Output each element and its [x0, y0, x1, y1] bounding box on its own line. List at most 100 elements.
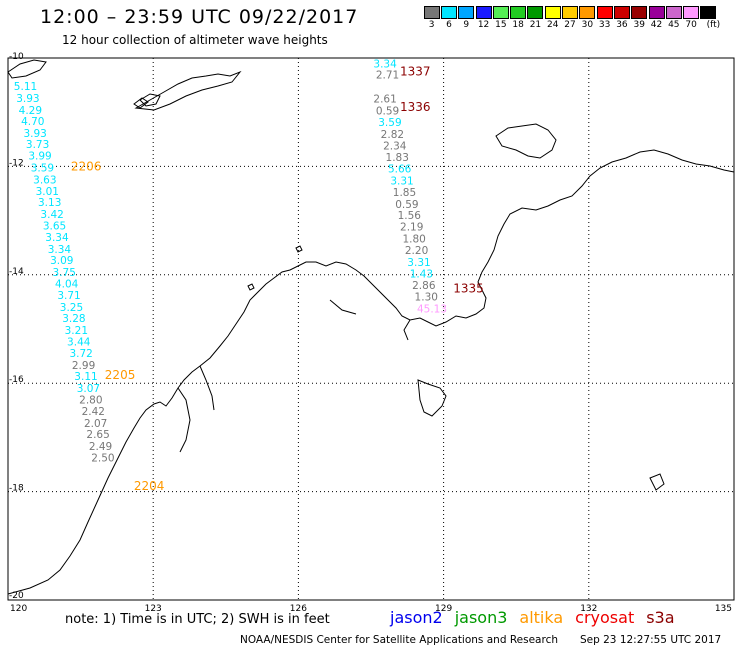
- wave-height-value: 1.30: [415, 291, 438, 303]
- coastline-rote: [7, 59, 47, 79]
- legend-label: 18: [512, 20, 524, 30]
- wave-height-value: 3.13: [38, 197, 61, 209]
- satellite-name: altika: [519, 608, 564, 627]
- lon-tick-label: 132: [580, 604, 597, 614]
- wave-height-value: 4.29: [19, 105, 42, 117]
- legend-swatch: 36: [613, 6, 630, 30]
- map-title: 12:00 – 23:59 UTC 09/22/2017: [40, 6, 359, 28]
- legend-label: 15: [495, 20, 507, 30]
- lat-tick-label: -12: [9, 158, 24, 168]
- coastline-inlet: [177, 299, 411, 453]
- wave-height-value: 1.56: [398, 210, 422, 222]
- legend-swatch: 18: [509, 6, 527, 30]
- graticule: 120 123 126 129 132 135 -10 -12 -14 -16 -18 -20: [8, 52, 734, 614]
- legend-swatch: 42: [648, 6, 665, 30]
- legend-label: 9: [463, 20, 470, 30]
- wave-height-value: 2.42: [82, 406, 105, 418]
- wave-height-value: 5.11: [14, 81, 37, 93]
- lon-tick-label: 135: [715, 604, 732, 614]
- wave-height-value: 3.59: [378, 117, 401, 129]
- overpass-time-label: 2205: [105, 368, 136, 382]
- coastline-groote: [649, 473, 665, 491]
- wave-height-value: 3.44: [67, 336, 91, 348]
- wave-height-value: 3.72: [69, 348, 92, 360]
- wave-height-value: 2.50: [91, 452, 114, 464]
- legend-label: 30: [581, 20, 594, 30]
- map-frame: [7, 57, 735, 601]
- legend-color-box: [596, 6, 613, 19]
- wave-height-value: 3.73: [26, 139, 49, 151]
- legend-color-box: [440, 6, 457, 19]
- legend-swatch: 6: [440, 6, 457, 30]
- footer-note: note: 1) Time is in UTC; 2) SWH is in fe…: [65, 612, 330, 627]
- legend-label: 45: [668, 20, 680, 30]
- wave-height-value: 3.75: [53, 267, 76, 279]
- legend-swatch: 39: [631, 6, 648, 30]
- wave-height-value: 2.34: [383, 140, 407, 152]
- lat-tick-label: -18: [9, 484, 24, 494]
- legend-color-box: [579, 6, 596, 19]
- wave-height-value: 3.28: [62, 313, 85, 325]
- legend-label: 42: [650, 20, 663, 30]
- overpass-time-label: 1336: [400, 100, 431, 114]
- wave-height-value: 2.19: [400, 222, 423, 234]
- wave-height-value: 3.65: [43, 220, 66, 232]
- wave-height-value: 3.71: [57, 290, 80, 302]
- legend-label: 39: [633, 20, 645, 30]
- wave-height-value: 45.13: [417, 303, 447, 315]
- legend-label: 36: [616, 20, 628, 30]
- wave-height-value: 2.20: [405, 245, 428, 257]
- lat-tick-label: -14: [9, 267, 24, 277]
- time-label-group: 2206 2205 2204 1337 1336 1335: [71, 65, 484, 494]
- coastline-tiwi: [417, 379, 447, 417]
- overpass-time-label: 1337: [400, 65, 431, 79]
- legend-color-box: [527, 6, 544, 19]
- credit-text: NOAA/NESDIS Center for Satellite Applica…: [240, 634, 558, 646]
- wave-height-value: 3.07: [77, 383, 100, 395]
- legend-label: 21: [529, 20, 542, 30]
- legend-swatch: 24: [544, 6, 561, 30]
- legend-swatch: 3: [423, 6, 440, 30]
- wave-height-value: 3.34: [373, 58, 397, 70]
- legend-swatch: 33: [596, 6, 613, 30]
- wave-height-value: 3.99: [28, 151, 51, 163]
- legend-swatch: 21: [527, 6, 544, 30]
- legend-swatch: 45: [665, 6, 682, 30]
- wave-height-value: 0.59: [395, 199, 418, 211]
- wave-height-value: 3.93: [23, 128, 46, 140]
- wave-height-value: 3.31: [390, 175, 413, 187]
- wave-height-value: 3.34: [48, 244, 72, 256]
- wave-height-value: 2.49: [89, 441, 112, 453]
- satellite-legend: jason2 jason3 altika cryosat s3a: [390, 608, 687, 627]
- wave-height-value: 2.07: [84, 418, 107, 430]
- legend-label: 3: [428, 20, 435, 30]
- wave-height-value: 4.04: [55, 278, 79, 290]
- lat-tick-label: -20: [9, 591, 24, 601]
- wave-height-value: 0.59: [376, 106, 399, 118]
- legend-label: 12: [477, 20, 490, 30]
- map-subtitle: 12 hour collection of altimeter wave hei…: [62, 33, 328, 47]
- legend-color-box: [562, 6, 579, 19]
- coastline-australia: [7, 149, 735, 595]
- coastline-small-island: [133, 97, 149, 109]
- legend-color-box: [683, 6, 700, 19]
- legend-swatch: (ft): [700, 6, 720, 30]
- wave-height-value: 3.59: [31, 162, 54, 174]
- wave-height-value: 2.86: [412, 280, 436, 292]
- wave-height-value: 3.34: [45, 232, 69, 244]
- wave-height-value: 3.42: [40, 209, 63, 221]
- legend-label: 70: [685, 20, 697, 30]
- legend-swatch: 70: [682, 6, 700, 30]
- legend-color-box: [613, 6, 630, 19]
- legend-color-box: [510, 6, 527, 19]
- legend-label: 24: [547, 20, 559, 30]
- coastline-islet: [247, 245, 303, 291]
- legend-color-box: [544, 6, 561, 19]
- legend-color-box: [665, 6, 682, 19]
- lat-tick-label: -10: [9, 52, 24, 62]
- legend-color-box: [475, 6, 492, 19]
- legend-swatch: 15: [492, 6, 509, 30]
- legend-label: 6: [446, 20, 452, 30]
- lon-tick-label: 126: [290, 604, 307, 614]
- wave-height-value: 4.70: [21, 116, 44, 128]
